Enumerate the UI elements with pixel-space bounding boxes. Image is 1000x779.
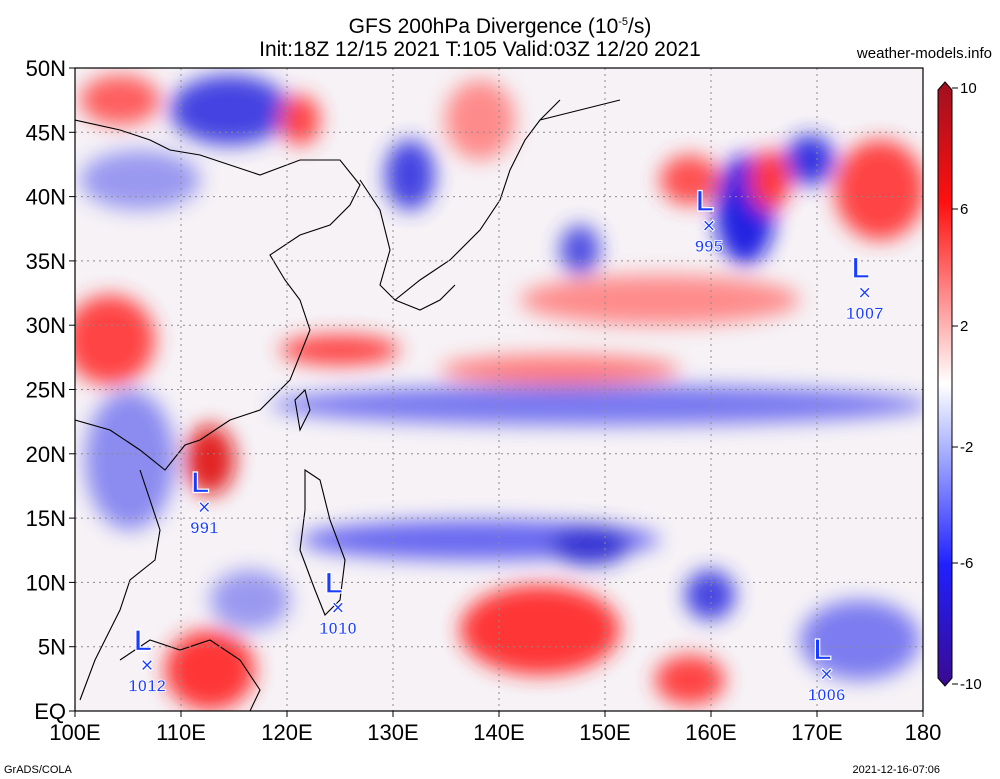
divergence-field (75, 68, 923, 711)
colorbar-label: -10 (960, 676, 982, 693)
colorbar-label: 6 (960, 201, 968, 218)
low-pressure-value: 1010 (319, 619, 357, 638)
low-center-x: × (198, 495, 211, 520)
lon-label: 180 (905, 720, 942, 745)
low-marker: L×1012 (128, 624, 167, 696)
lon-label: 100E (49, 720, 100, 745)
lon-label: 150E (579, 720, 630, 745)
lat-label: 25N (26, 378, 66, 403)
low-L-symbol: L (696, 185, 714, 218)
low-marker: L×995 (694, 184, 723, 256)
low-L-symbol: L (134, 625, 152, 658)
lon-label: 110E (156, 720, 206, 745)
low-pressure-value: 1006 (808, 686, 846, 705)
low-marker: L×1006 (807, 633, 846, 705)
lon-label: 160E (685, 720, 736, 745)
site-name: weather-models.info (856, 45, 992, 62)
low-center-x: × (858, 280, 871, 305)
latitude-labels: EQ 5N 10N 15N 20N 25N 30N 35N 40N 45N 50N (26, 56, 75, 724)
low-L-symbol: L (852, 252, 870, 285)
colorbar-label: 10 (960, 80, 977, 97)
lon-label: 120E (261, 720, 312, 745)
lat-label: 15N (26, 506, 66, 531)
colorbar-label: -6 (960, 555, 973, 572)
low-center-x: × (702, 213, 715, 238)
lat-label: 40N (26, 185, 66, 210)
colorbar-label: 2 (960, 318, 968, 335)
low-center-x: × (820, 662, 833, 687)
lat-label: 30N (26, 313, 66, 338)
colorbar-label: -2 (960, 439, 973, 456)
low-pressure-value: 1012 (128, 677, 166, 696)
lon-label: 170E (791, 720, 842, 745)
colorbar: 10 6 2 -2 -6 -10 (937, 80, 982, 693)
footer-software: GrADS/COLA (4, 764, 72, 776)
chart-subtitle: Init:18Z 12/15 2021 T:105 Valid:03Z 12/2… (259, 38, 701, 61)
low-L-symbol: L (813, 634, 831, 667)
lon-label: 140E (473, 720, 524, 745)
lat-label: 35N (26, 249, 66, 274)
coastlines (75, 99, 621, 711)
low-pressure-value: 991 (190, 519, 218, 538)
lon-label: 130E (367, 720, 418, 745)
low-L-symbol: L (325, 567, 343, 600)
grid-lines (75, 68, 923, 711)
chart-title: GFS 200hPa Divergence (10-5/s) (348, 15, 652, 38)
footer-timestamp: 2021-12-16-07:06 (852, 764, 940, 776)
low-center-x: × (331, 595, 344, 620)
low-pressure-value: 1007 (846, 304, 884, 323)
low-center-x: × (141, 653, 154, 678)
low-marker: L×1010 (319, 566, 358, 638)
lat-label: 45N (26, 120, 66, 145)
lat-label: 50N (26, 56, 66, 81)
lat-label: 10N (26, 570, 66, 595)
low-L-symbol: L (191, 467, 209, 500)
longitude-labels: 100E 110E 120E 130E 140E 150E 160E 170E 180 (49, 711, 941, 745)
low-marker: L×991 (190, 466, 219, 538)
lat-label: 5N (38, 635, 66, 660)
lat-label: 20N (26, 442, 66, 467)
low-marker: L×1007 (845, 251, 884, 323)
lat-label: EQ (34, 699, 66, 724)
low-pressure-value: 995 (695, 237, 723, 256)
